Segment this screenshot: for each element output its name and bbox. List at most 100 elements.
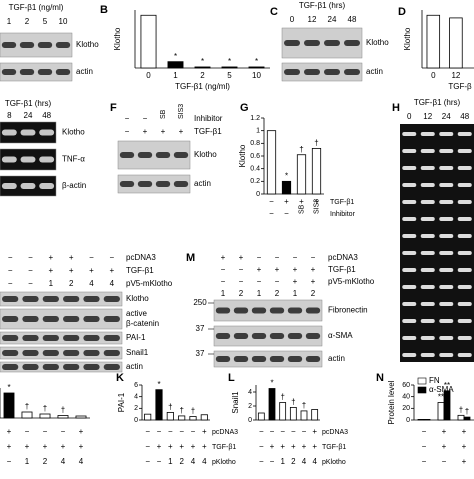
blot-band [137, 152, 153, 158]
blot-band [233, 307, 249, 314]
blot-band [2, 364, 19, 370]
blot-band [2, 350, 19, 356]
condition-sign: − [442, 457, 447, 466]
x-tick-label: 5 [227, 71, 232, 80]
condition-sign: 4 [191, 457, 196, 466]
condition-sign: − [270, 427, 275, 436]
bar [457, 414, 465, 421]
lane-label: 2 [311, 289, 316, 298]
condition-sign: − [221, 277, 226, 286]
gel-band [439, 336, 454, 340]
gel-band [402, 149, 417, 153]
blot-band [20, 183, 36, 189]
gel-band [420, 319, 435, 323]
condition-sign: + [69, 253, 74, 262]
bar [449, 17, 463, 69]
gel-band [420, 234, 435, 238]
blot-band [344, 40, 360, 46]
condition-label: Inhibitor [194, 114, 223, 123]
panel-label: D [398, 6, 406, 18]
blot-band [269, 356, 285, 362]
blot-strip [117, 174, 191, 194]
lane-label: 5 [43, 17, 48, 26]
condition-sign: − [275, 277, 280, 286]
condition-sign: − [157, 457, 162, 466]
condition-sign: + [79, 427, 84, 436]
blot-band [39, 156, 55, 163]
condition-label: TGF-β1 [194, 127, 222, 136]
panel-label: G [240, 102, 249, 114]
blot-band [251, 307, 267, 314]
x-axis-label: TGF-β [448, 82, 472, 91]
blot-band [1, 69, 17, 75]
y-tick-label: 60 [402, 382, 410, 389]
y-axis-label: Klotho [238, 144, 247, 167]
lane-label: 10 [59, 17, 68, 26]
blot-band [39, 183, 55, 189]
gel-band [402, 268, 417, 272]
y-tick-label: 0 [134, 417, 138, 424]
blot-strip [0, 361, 123, 373]
y-tick-label: 0 [248, 417, 252, 424]
blot-band [37, 69, 53, 75]
blot-row-label: actin [366, 67, 383, 76]
condition-sign: − [422, 442, 427, 451]
significance-mark: † [302, 401, 306, 410]
gel-band [457, 268, 472, 272]
blot-band [344, 69, 360, 75]
blot-band [63, 335, 80, 341]
y-axis-label: Snail1 [231, 391, 240, 414]
lane-label: 8 [7, 111, 12, 120]
blot-band [103, 350, 120, 356]
blot-row-label: PAI-1 [126, 333, 146, 342]
blot-band [42, 364, 59, 370]
gel-band [457, 166, 472, 170]
gel-band [402, 336, 417, 340]
condition-label: pcDNA3 [126, 253, 156, 262]
y-tick-label: 1.2 [250, 115, 260, 122]
bar [144, 413, 152, 421]
blot-band [22, 316, 39, 322]
bar [437, 402, 445, 421]
condition-sign: + [48, 266, 53, 275]
condition-sign: − [275, 253, 280, 262]
condition-sign: − [422, 457, 427, 466]
condition-label: TGF-β1 [328, 265, 356, 274]
condition-sign: 4 [110, 279, 115, 288]
condition-sign: + [462, 442, 467, 451]
condition-sign: − [168, 427, 173, 436]
gel-band [439, 234, 454, 238]
condition-sign: + [179, 127, 184, 136]
lane-label: 24 [442, 112, 451, 121]
significance-mark: * [174, 52, 177, 61]
significance-mark: † [299, 145, 303, 154]
gel-band [439, 251, 454, 255]
blot-band [22, 296, 39, 302]
x-tick-label: 12 [451, 71, 460, 80]
gel-band [457, 132, 472, 136]
blot-strip [213, 325, 323, 347]
significance-mark: † [314, 139, 318, 148]
bar [463, 416, 471, 421]
condition-sign: SB [298, 204, 305, 214]
lane-label: 1 [293, 289, 298, 298]
panel-label: N [376, 372, 384, 384]
blot-band [215, 356, 231, 362]
blot-band [83, 316, 100, 322]
condition-sign: − [145, 442, 150, 451]
condition-sign: − [28, 279, 33, 288]
blot-band [155, 181, 171, 187]
condition-sign: − [257, 253, 262, 262]
blot-row-label: Fibronectin [328, 306, 368, 315]
blot-band [324, 40, 340, 46]
condition-label: Inhibitor [330, 211, 356, 218]
gel-band [420, 285, 435, 289]
bar [200, 414, 208, 421]
lane-label: 24 [328, 15, 337, 24]
y-tick-label: 0.2 [250, 178, 260, 185]
condition-sign: + [239, 253, 244, 262]
blot-band [304, 40, 320, 46]
bar [155, 389, 163, 421]
x-tick-label: 0 [146, 71, 151, 80]
condition-label: pKlotho [322, 459, 346, 466]
